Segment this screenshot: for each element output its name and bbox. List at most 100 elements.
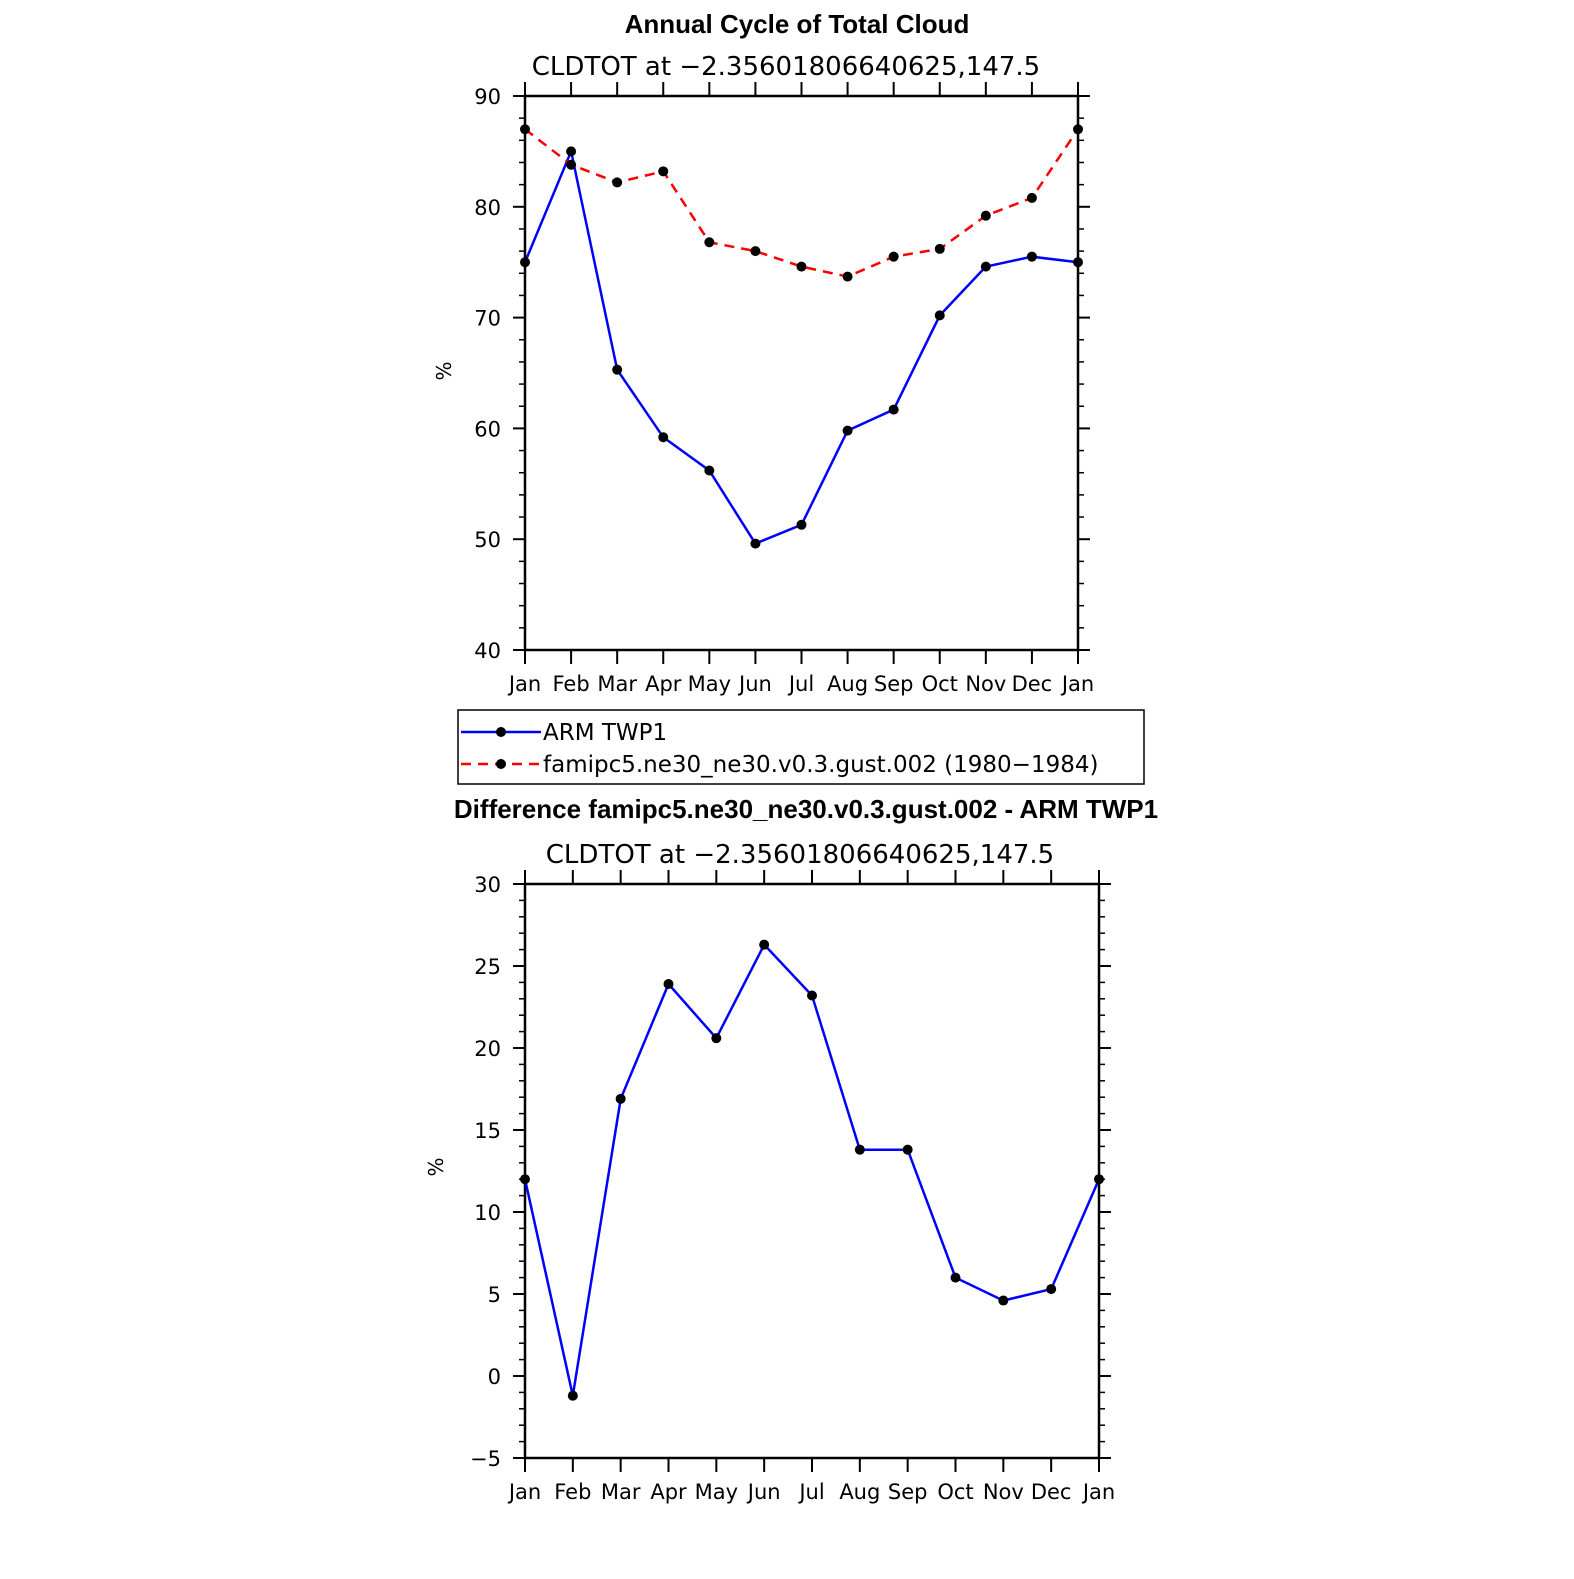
chart2-ytick-label: 15 xyxy=(474,1119,501,1143)
chart2-xtick-label: Oct xyxy=(937,1480,973,1504)
chart2-xtick-label: Mar xyxy=(601,1480,641,1504)
chart2-xtick-label: May xyxy=(695,1480,738,1504)
chart1-xtick-label: Feb xyxy=(552,672,589,696)
chart2-xtick-label: Jan xyxy=(1081,1480,1115,1504)
chart2-ytick-label: 0 xyxy=(488,1365,501,1389)
chart1-series-0-point xyxy=(796,519,807,530)
chart1-xtick-label: Jan xyxy=(1060,672,1094,696)
chart2-series-0-point xyxy=(1094,1174,1104,1185)
chart1-xtick-label: Oct xyxy=(922,672,958,696)
chart1-series-line-0 xyxy=(523,147,1079,546)
chart1-series-0-point xyxy=(658,432,669,443)
chart1-series-0-point xyxy=(1026,251,1037,262)
chart1-series-0-point xyxy=(612,364,623,375)
chart1-series-line-1 xyxy=(524,128,1080,278)
chart1-xtick-label: Mar xyxy=(597,672,637,696)
chart2-series-0-point xyxy=(663,979,674,990)
chart2-subtitle: CLDTOT at −2.35601806640625,147.5 xyxy=(546,840,1054,870)
chart1-series-1-point xyxy=(658,166,669,177)
legend-box xyxy=(457,709,1145,785)
chart2-xtick-label: Feb xyxy=(554,1480,591,1504)
chart1-series-1-point xyxy=(520,124,530,135)
chart2-series-0-point xyxy=(902,1144,913,1155)
chart1-series-0-point xyxy=(1073,257,1083,268)
legend-marker-arm xyxy=(496,727,506,737)
chart1-ytick-label: 80 xyxy=(474,196,501,220)
chart1-series-0-point xyxy=(980,261,991,272)
chart2-series-0-point xyxy=(615,1093,626,1104)
chart2-xtick-label: Jul xyxy=(797,1480,824,1504)
chart1-series-1-point xyxy=(612,177,623,188)
chart1-series-0-point xyxy=(934,310,945,321)
chart2-ylabel: % xyxy=(424,1157,448,1176)
chart2-series-0-point xyxy=(520,1174,530,1185)
chart1-ytick-label: 60 xyxy=(474,417,501,441)
chart2-ytick-label: 10 xyxy=(474,1201,501,1225)
chart1-series-0-point xyxy=(888,404,899,415)
chart1-ytick-label: 50 xyxy=(474,528,501,552)
chart1-ylabel: % xyxy=(432,361,456,380)
chart1-xtick-label: Aug xyxy=(827,672,868,696)
chart1-series-1-point xyxy=(934,243,945,254)
chart2-xtick-label: Apr xyxy=(650,1480,687,1504)
chart2-frame xyxy=(523,882,1101,1460)
legend-label-model: famipc5.ne30_ne30.v0.3.gust.002 (1980−19… xyxy=(543,752,1098,778)
chart1-xtick-label: Jun xyxy=(737,672,772,696)
legend-label-arm: ARM TWP1 xyxy=(543,720,667,746)
chart1-xtick-label: Jan xyxy=(507,672,541,696)
chart1-series-1-point xyxy=(980,210,991,221)
chart2-xtick-label: Jan xyxy=(507,1480,541,1504)
chart1-series-1-point xyxy=(842,271,853,282)
chart1-ytick-label: 70 xyxy=(474,307,501,331)
chart2-series-0-point xyxy=(759,939,770,950)
chart2-series-0-point xyxy=(711,1033,722,1044)
chart1-xtick-label: Apr xyxy=(645,672,682,696)
chart1-series-1-point xyxy=(750,246,761,257)
chart1-series-1-point xyxy=(1073,124,1083,135)
legend-marker-model xyxy=(496,759,506,769)
chart1-series-0-point xyxy=(566,146,577,157)
chart2-series-0-point xyxy=(998,1295,1009,1306)
chart1-xtick-label: Nov xyxy=(965,672,1006,696)
chart1-ytick-label: 40 xyxy=(474,639,501,663)
chart1-series-1-point xyxy=(566,159,577,170)
chart1-series-0-point xyxy=(520,257,530,268)
chart2-plot: −5 0 5 10 15 20 25 30 Jan Feb Mar Apr May Jun Jul Aug Se… xyxy=(470,870,1115,1504)
chart2-ytick-label: 20 xyxy=(474,1037,501,1061)
chart1-series-0-point xyxy=(750,538,761,549)
chart1-xtick-label: Dec xyxy=(1012,672,1053,696)
chart1-subtitle: CLDTOT at −2.35601806640625,147.5 xyxy=(532,52,1040,82)
chart2-xtick-label: Dec xyxy=(1031,1480,1072,1504)
chart2-series-0-point xyxy=(807,990,817,1001)
chart1-xtick-label: Sep xyxy=(874,672,914,696)
chart2-title: Difference famipc5.ne30_ne30.v0.3.gust.0… xyxy=(454,794,1158,824)
chart2-series-line-0 xyxy=(523,942,1101,1396)
chart2-xtick-label: Aug xyxy=(839,1480,880,1504)
chart1-series-1-point xyxy=(888,251,899,262)
chart1-series-0-point xyxy=(704,465,715,476)
chart1-series-0-point xyxy=(842,425,853,436)
chart2-ytick-label: 5 xyxy=(488,1283,501,1307)
chart2-series-0-point xyxy=(1046,1284,1057,1295)
chart1-plot: 40 50 60 70 80 90 Jan Feb Mar Apr May Jun Jul Aug Sep O… xyxy=(474,82,1094,696)
chart1-series-1-point xyxy=(796,261,807,272)
chart2-series-0-point xyxy=(950,1272,961,1283)
chart2-ytick-label: −5 xyxy=(470,1447,501,1471)
chart2-series-0-point xyxy=(854,1144,865,1155)
chart1-frame xyxy=(523,94,1080,652)
chart2-ytick-label: 30 xyxy=(474,873,501,897)
chart1-xtick-label: Jul xyxy=(787,672,814,696)
chart1-series-1-point xyxy=(704,237,715,248)
chart2-xtick-label: Sep xyxy=(888,1480,928,1504)
chart1-ytick-label: 90 xyxy=(474,85,501,109)
chart2-xtick-label: Jun xyxy=(746,1480,781,1504)
chart1-legend: ARM TWP1 famipc5.ne30_ne30.v0.3.gust.002… xyxy=(457,709,1145,785)
chart2-xtick-label: Nov xyxy=(983,1480,1024,1504)
chart2-ytick-label: 25 xyxy=(474,955,501,979)
chart1-series-1-point xyxy=(1026,192,1037,203)
chart2-series-0-point xyxy=(567,1390,578,1401)
chart1-title: Annual Cycle of Total Cloud xyxy=(625,9,970,39)
chart1-xtick-label: May xyxy=(688,672,731,696)
